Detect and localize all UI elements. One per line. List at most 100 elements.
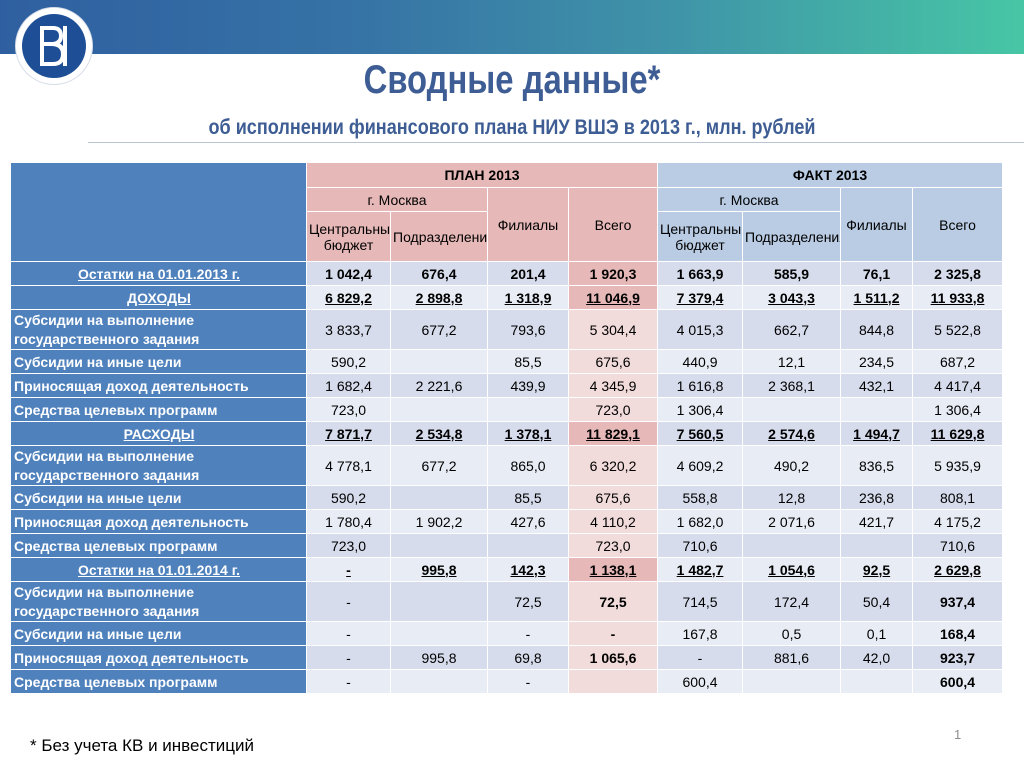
cell-value: 427,6 [510,513,546,530]
table-cell: 836,5 [840,445,914,486]
table-cell: 236,8 [840,485,914,510]
cell-value: 923,7 [940,649,976,666]
cell-value: 677,2 [421,457,457,474]
table-cell: 714,5 [657,581,744,622]
cell-value: 865,0 [510,457,546,474]
plan-moscow-header: г. Москва [306,187,488,212]
cell-value: 69,8 [514,649,542,666]
plan-central-budget-header: Центральный бюджет [306,211,391,262]
table-cell: 723,0 [567,397,659,422]
table-cell: 6 320,2 [567,445,659,486]
table-cell: 2 534,8 [390,421,488,446]
cell-value: 6 829,2 [325,289,372,306]
table-cell: 1 494,7 [840,421,914,446]
cell-value: 1 616,8 [676,377,724,394]
table-cell: 4 609,2 [657,445,744,486]
cell-value: 1 663,9 [676,265,724,282]
row-label: Субсидии на выполнение государственного … [10,309,307,350]
cell-value: 836,5 [858,457,895,474]
table-row: Субсидии на иные цели 590,2 85,5 675,6 440,9… [10,349,1004,374]
cell-value: - [346,593,351,610]
table-cell: 585,9 [742,261,842,286]
table-row: ДОХОДЫ 6 829,2 2 898,8 1 318,9 11 046,9 7 379… [10,285,1004,310]
table-cell: 490,2 [742,445,842,486]
table-row: Средства целевых программ 723,0 723,0 710,6… [10,533,1004,558]
cell-value: 3 043,3 [768,289,815,306]
row-label: РАСХОДЫ [10,421,307,446]
table-cell: 676,4 [390,261,488,286]
table-cell: - [567,621,659,646]
cell-value: 4 175,2 [934,513,981,530]
row-label: Средства целевых программ [10,397,307,422]
table-cell: 12,1 [742,349,842,374]
table-row: Остатки на 01.01.2013 г. 1 042,4 676,4 201,… [10,261,1004,286]
table-cell: 1 065,6 [567,645,659,670]
table-row: Приносящая доход деятельность 1 682,4 2 22… [10,373,1004,398]
cell-value: 710,6 [940,537,976,554]
cell-value: - [346,649,351,666]
table-cell: 558,8 [657,485,744,510]
table-cell [390,581,488,622]
table-cell: - [487,621,569,646]
table-cell: 439,9 [487,373,569,398]
table-cell: 600,4 [912,669,1004,694]
cell-value: 710,6 [682,537,718,554]
row-label: Остатки на 01.01.2013 г. [10,261,307,286]
table-row: Приносящая доход деятельность - 995,8 69,8 1… [10,645,1004,670]
cell-value: 2 898,8 [415,289,463,306]
table-cell: 92,5 [840,557,914,582]
cell-value: 11 933,8 [930,289,985,306]
cell-value: - [346,673,351,690]
table-cell [390,621,488,646]
table-cell [840,397,914,422]
table-cell: 172,4 [742,581,842,622]
table-cell [840,533,914,558]
cell-value: - [525,673,531,690]
table-cell: 723,0 [306,533,391,558]
table-cell: 600,4 [657,669,744,694]
table-cell: 167,8 [657,621,744,646]
header-corner [10,162,307,262]
cell-value: 5 935,9 [934,457,981,474]
row-label: Приносящая доход деятельность [10,509,307,534]
table-cell: 2 574,6 [742,421,842,446]
cell-value: 1 511,2 [853,289,900,306]
table-cell: 1 318,9 [487,285,569,310]
cell-value: 2 325,8 [934,265,981,282]
table-cell: 2 898,8 [390,285,488,310]
cell-value: 1 042,4 [325,265,372,282]
cell-value: 0,5 [781,625,802,642]
table-cell: 4 110,2 [567,509,659,534]
table-cell: 72,5 [567,581,659,622]
table-cell: 4 778,1 [306,445,391,486]
cell-value: 1 494,7 [853,425,900,442]
fact-central-budget-header: Центральный бюджет [657,211,744,262]
cell-value: 236,8 [858,489,895,506]
cell-value: 0,1 [866,625,887,642]
table-cell: 234,5 [840,349,914,374]
table-row: Остатки на 01.01.2014 г. - 995,8 142,3 1 138… [10,557,1004,582]
cell-value: 12,8 [777,489,806,506]
table-row: Приносящая доход деятельность 1 780,4 1 90… [10,509,1004,534]
table-row: Средства целевых программ 723,0 723,0 1 306… [10,397,1004,422]
table-cell: 0,5 [742,621,842,646]
table-cell [840,669,914,694]
hse-logo [16,8,92,84]
cell-value: 76,1 [862,265,891,282]
table-cell: 677,2 [390,445,488,486]
table-cell: 3 043,3 [742,285,842,310]
table-cell: 1 920,3 [567,261,659,286]
table-cell [567,669,659,694]
cell-value: 844,8 [858,321,895,338]
cell-value: 85,5 [514,353,542,370]
cell-value: 11 829,1 [586,425,640,442]
financial-summary-table: ПЛАН 2013 ФАКТ 2013 г. Москва Филиалы Вс… [10,162,1004,694]
cell-value: 1 482,7 [676,561,724,578]
table-cell: 662,7 [742,309,842,350]
table-cell [390,397,488,422]
page-subtitle: об исполнении финансового плана НИУ ВШЭ … [208,116,816,139]
table-cell: - [306,669,391,694]
table-row: Субсидии на выполнение государственного … [10,581,1004,622]
table-cell: 50,4 [840,581,914,622]
fact-header: ФАКТ 2013 [657,162,1004,188]
